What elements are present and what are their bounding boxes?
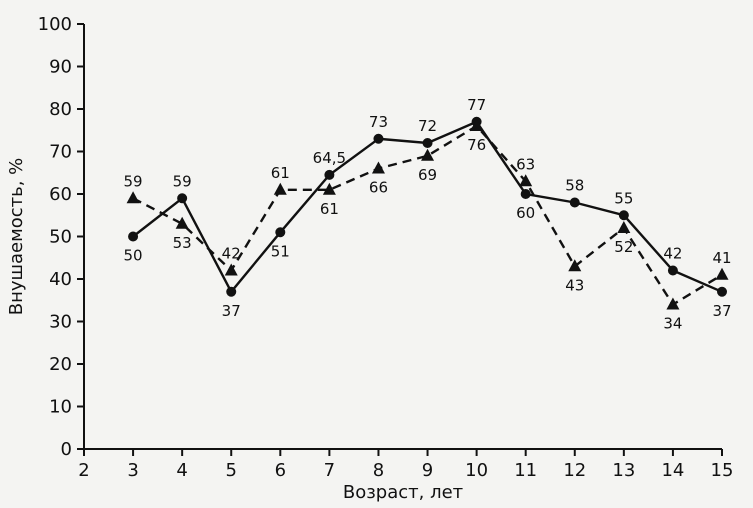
- x-tick-label: 12: [563, 460, 586, 481]
- series-1-point: [667, 265, 678, 276]
- series-2-point: [175, 216, 189, 229]
- y-tick-label: 60: [49, 184, 72, 205]
- series-2-data-label: 34: [663, 315, 682, 333]
- series-2-point: [519, 174, 533, 187]
- series-2-point: [568, 259, 582, 272]
- series-layer: 50 59 37 51 64,5 73 72 77 60 58 55 42 37 59 53 42 61 61 66…: [124, 96, 732, 333]
- series-1-point: [618, 210, 629, 221]
- series-2-point: [421, 148, 435, 161]
- series-2-point: [715, 267, 729, 280]
- y-tick-label: 20: [49, 354, 72, 375]
- series-1-data-label: 60: [516, 204, 535, 222]
- series-2-data-label: 69: [418, 166, 437, 184]
- series-1-point: [177, 193, 188, 204]
- series-1-data-label: 73: [369, 113, 388, 131]
- y-tick-label: 40: [49, 269, 72, 290]
- series-1-point: [520, 189, 531, 199]
- series-2-data-label: 42: [222, 245, 241, 263]
- series-2-point: [666, 297, 680, 310]
- y-tick-label: 10: [49, 397, 72, 418]
- x-tick-label: 3: [127, 460, 138, 481]
- series-2-data-label: 63: [516, 155, 535, 173]
- y-tick-label: 30: [49, 312, 72, 333]
- series-2-data-label: 59: [124, 172, 143, 190]
- x-tick-label: 9: [422, 460, 433, 481]
- series-1-data-label: 51: [271, 242, 290, 260]
- y-tick-label: 70: [49, 142, 72, 163]
- series-1-data-label: 42: [663, 245, 682, 263]
- series-2: 59 53 42 61 61 66 69 76 63 43 52 34 41: [124, 119, 732, 333]
- series-2-data-label: 53: [173, 234, 192, 252]
- series-1-data-label: 77: [467, 96, 486, 114]
- series-1-point: [717, 286, 727, 297]
- x-ticks: 2 3 4 5 6 7 8 9 10 11 12 13 14 15: [78, 449, 733, 481]
- series-1-data-label: 37: [712, 302, 731, 320]
- series-1-data-label: 64,5: [313, 149, 346, 167]
- y-tick-label: 100: [38, 14, 72, 35]
- series-1-data-label: 50: [124, 247, 143, 265]
- series-1-point: [422, 138, 433, 148]
- series-2-point: [273, 182, 287, 195]
- series-2-point: [224, 263, 238, 276]
- y-tick-label: 80: [49, 99, 72, 120]
- x-tick-label: 7: [324, 460, 335, 481]
- series-2-data-label: 66: [369, 179, 388, 197]
- series-1-data-label: 59: [173, 172, 192, 190]
- series-2-data-label: 61: [271, 164, 290, 182]
- series-2-point: [371, 161, 385, 174]
- x-tick-label: 10: [465, 460, 488, 481]
- x-tick-label: 6: [275, 460, 286, 481]
- series-1-point: [324, 169, 335, 180]
- x-tick-label: 15: [711, 460, 734, 481]
- series-2-point: [126, 191, 140, 204]
- series-1-data-label: 37: [222, 302, 241, 320]
- series-2-data-label: 52: [614, 238, 633, 256]
- y-tick-label: 90: [49, 57, 72, 78]
- series-1-data-label: 55: [614, 189, 633, 207]
- x-tick-label: 5: [226, 460, 237, 481]
- x-tick-label: 4: [176, 460, 187, 481]
- series-1-point: [373, 133, 384, 144]
- series-2-point: [322, 182, 336, 195]
- series-2-data-label: 76: [467, 136, 486, 154]
- series-1: 50 59 37 51 64,5 73 72 77 60 58 55 42 37: [124, 96, 732, 320]
- x-tick-label: 14: [661, 460, 684, 481]
- y-tick-label: 50: [49, 227, 72, 248]
- x-tick-label: 11: [514, 460, 537, 481]
- x-tick-label: 8: [373, 460, 384, 481]
- series-1-data-label: 72: [418, 117, 437, 135]
- series-1-point: [226, 286, 237, 297]
- series-1-point: [569, 197, 580, 208]
- series-2-data-label: 41: [712, 249, 731, 267]
- y-axis-title: Внушаемость, %: [6, 158, 27, 315]
- y-tick-label: 0: [61, 439, 72, 460]
- x-axis-title: Возраст, лет: [343, 482, 463, 503]
- series-2-data-label: 61: [320, 200, 339, 218]
- series-1-data-label: 58: [565, 177, 584, 195]
- series-1-point: [275, 227, 286, 238]
- series-2-point: [470, 119, 484, 131]
- x-tick-label: 2: [78, 460, 89, 481]
- y-ticks: 0 10 20 30 40 50 60 70 80 90 100: [38, 14, 84, 460]
- series-2-data-label: 43: [565, 276, 584, 294]
- series-2-point: [617, 221, 631, 233]
- series-1-point: [128, 231, 139, 242]
- x-tick-label: 13: [612, 460, 635, 481]
